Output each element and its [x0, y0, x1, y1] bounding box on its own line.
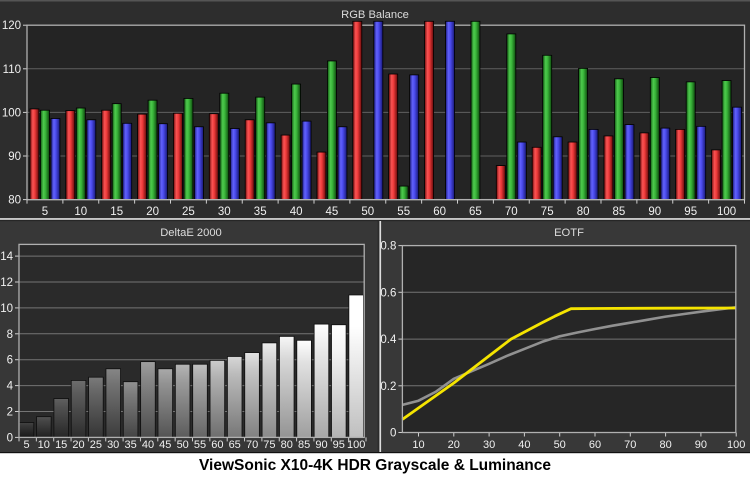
svg-text:80: 80 — [659, 439, 671, 451]
svg-text:65: 65 — [469, 206, 482, 218]
svg-text:20: 20 — [72, 439, 84, 451]
svg-text:25: 25 — [90, 439, 102, 451]
svg-text:0: 0 — [390, 428, 396, 440]
svg-text:30: 30 — [483, 439, 495, 451]
svg-text:95: 95 — [333, 439, 345, 451]
svg-text:0.2: 0.2 — [380, 381, 396, 393]
svg-text:20: 20 — [146, 206, 159, 218]
svg-text:40: 40 — [518, 439, 530, 451]
svg-text:100: 100 — [717, 206, 736, 218]
svg-text:60: 60 — [433, 206, 446, 218]
svg-text:20: 20 — [448, 439, 460, 451]
svg-text:60: 60 — [589, 439, 601, 451]
svg-text:80: 80 — [8, 195, 21, 207]
svg-text:35: 35 — [254, 206, 267, 218]
svg-text:85: 85 — [298, 439, 310, 451]
svg-text:50: 50 — [361, 206, 374, 218]
svg-text:50: 50 — [177, 439, 189, 451]
svg-text:30: 30 — [218, 206, 231, 218]
svg-text:75: 75 — [263, 439, 275, 451]
svg-text:70: 70 — [624, 439, 636, 451]
svg-text:10: 10 — [0, 303, 13, 315]
svg-text:10: 10 — [74, 206, 87, 218]
svg-text:15: 15 — [55, 439, 67, 451]
svg-text:5: 5 — [23, 439, 29, 451]
svg-text:100: 100 — [2, 107, 21, 119]
svg-text:60: 60 — [211, 439, 223, 451]
svg-text:EOTF: EOTF — [554, 227, 584, 239]
svg-text:40: 40 — [290, 206, 303, 218]
svg-text:2: 2 — [7, 407, 13, 419]
svg-text:80: 80 — [577, 206, 590, 218]
svg-text:90: 90 — [648, 206, 661, 218]
svg-text:70: 70 — [505, 206, 518, 218]
svg-text:ViewSonic X10-4K HDR Grayscale: ViewSonic X10-4K HDR Grayscale & Luminan… — [199, 457, 551, 474]
svg-text:25: 25 — [182, 206, 195, 218]
svg-text:80: 80 — [281, 439, 293, 451]
svg-text:0.8: 0.8 — [380, 241, 396, 253]
svg-text:40: 40 — [142, 439, 154, 451]
svg-text:12: 12 — [0, 277, 13, 289]
svg-text:5: 5 — [42, 206, 48, 218]
svg-text:8: 8 — [7, 329, 13, 341]
svg-text:85: 85 — [613, 206, 626, 218]
svg-text:30: 30 — [107, 439, 119, 451]
svg-text:0.4: 0.4 — [380, 334, 397, 346]
svg-text:10: 10 — [412, 439, 424, 451]
svg-text:100: 100 — [727, 439, 745, 451]
svg-text:DeltaE 2000: DeltaE 2000 — [160, 227, 222, 239]
svg-text:100: 100 — [347, 439, 365, 451]
svg-text:90: 90 — [315, 439, 327, 451]
svg-text:120: 120 — [2, 20, 21, 32]
svg-text:50: 50 — [554, 439, 566, 451]
svg-text:55: 55 — [194, 439, 206, 451]
svg-text:70: 70 — [246, 439, 258, 451]
svg-text:35: 35 — [124, 439, 136, 451]
svg-text:0: 0 — [7, 432, 13, 444]
svg-text:4: 4 — [7, 381, 14, 393]
svg-text:14: 14 — [0, 251, 13, 263]
svg-text:95: 95 — [684, 206, 697, 218]
svg-text:45: 45 — [326, 206, 339, 218]
svg-text:65: 65 — [229, 439, 241, 451]
svg-text:RGB Balance: RGB Balance — [341, 9, 409, 21]
svg-text:0.6: 0.6 — [380, 287, 396, 299]
svg-text:55: 55 — [397, 206, 410, 218]
svg-text:15: 15 — [110, 206, 123, 218]
svg-text:10: 10 — [38, 439, 50, 451]
svg-text:90: 90 — [695, 439, 707, 451]
svg-text:90: 90 — [8, 151, 21, 163]
svg-text:75: 75 — [541, 206, 554, 218]
svg-text:45: 45 — [159, 439, 171, 451]
svg-text:110: 110 — [3, 64, 21, 76]
svg-text:6: 6 — [7, 355, 13, 367]
